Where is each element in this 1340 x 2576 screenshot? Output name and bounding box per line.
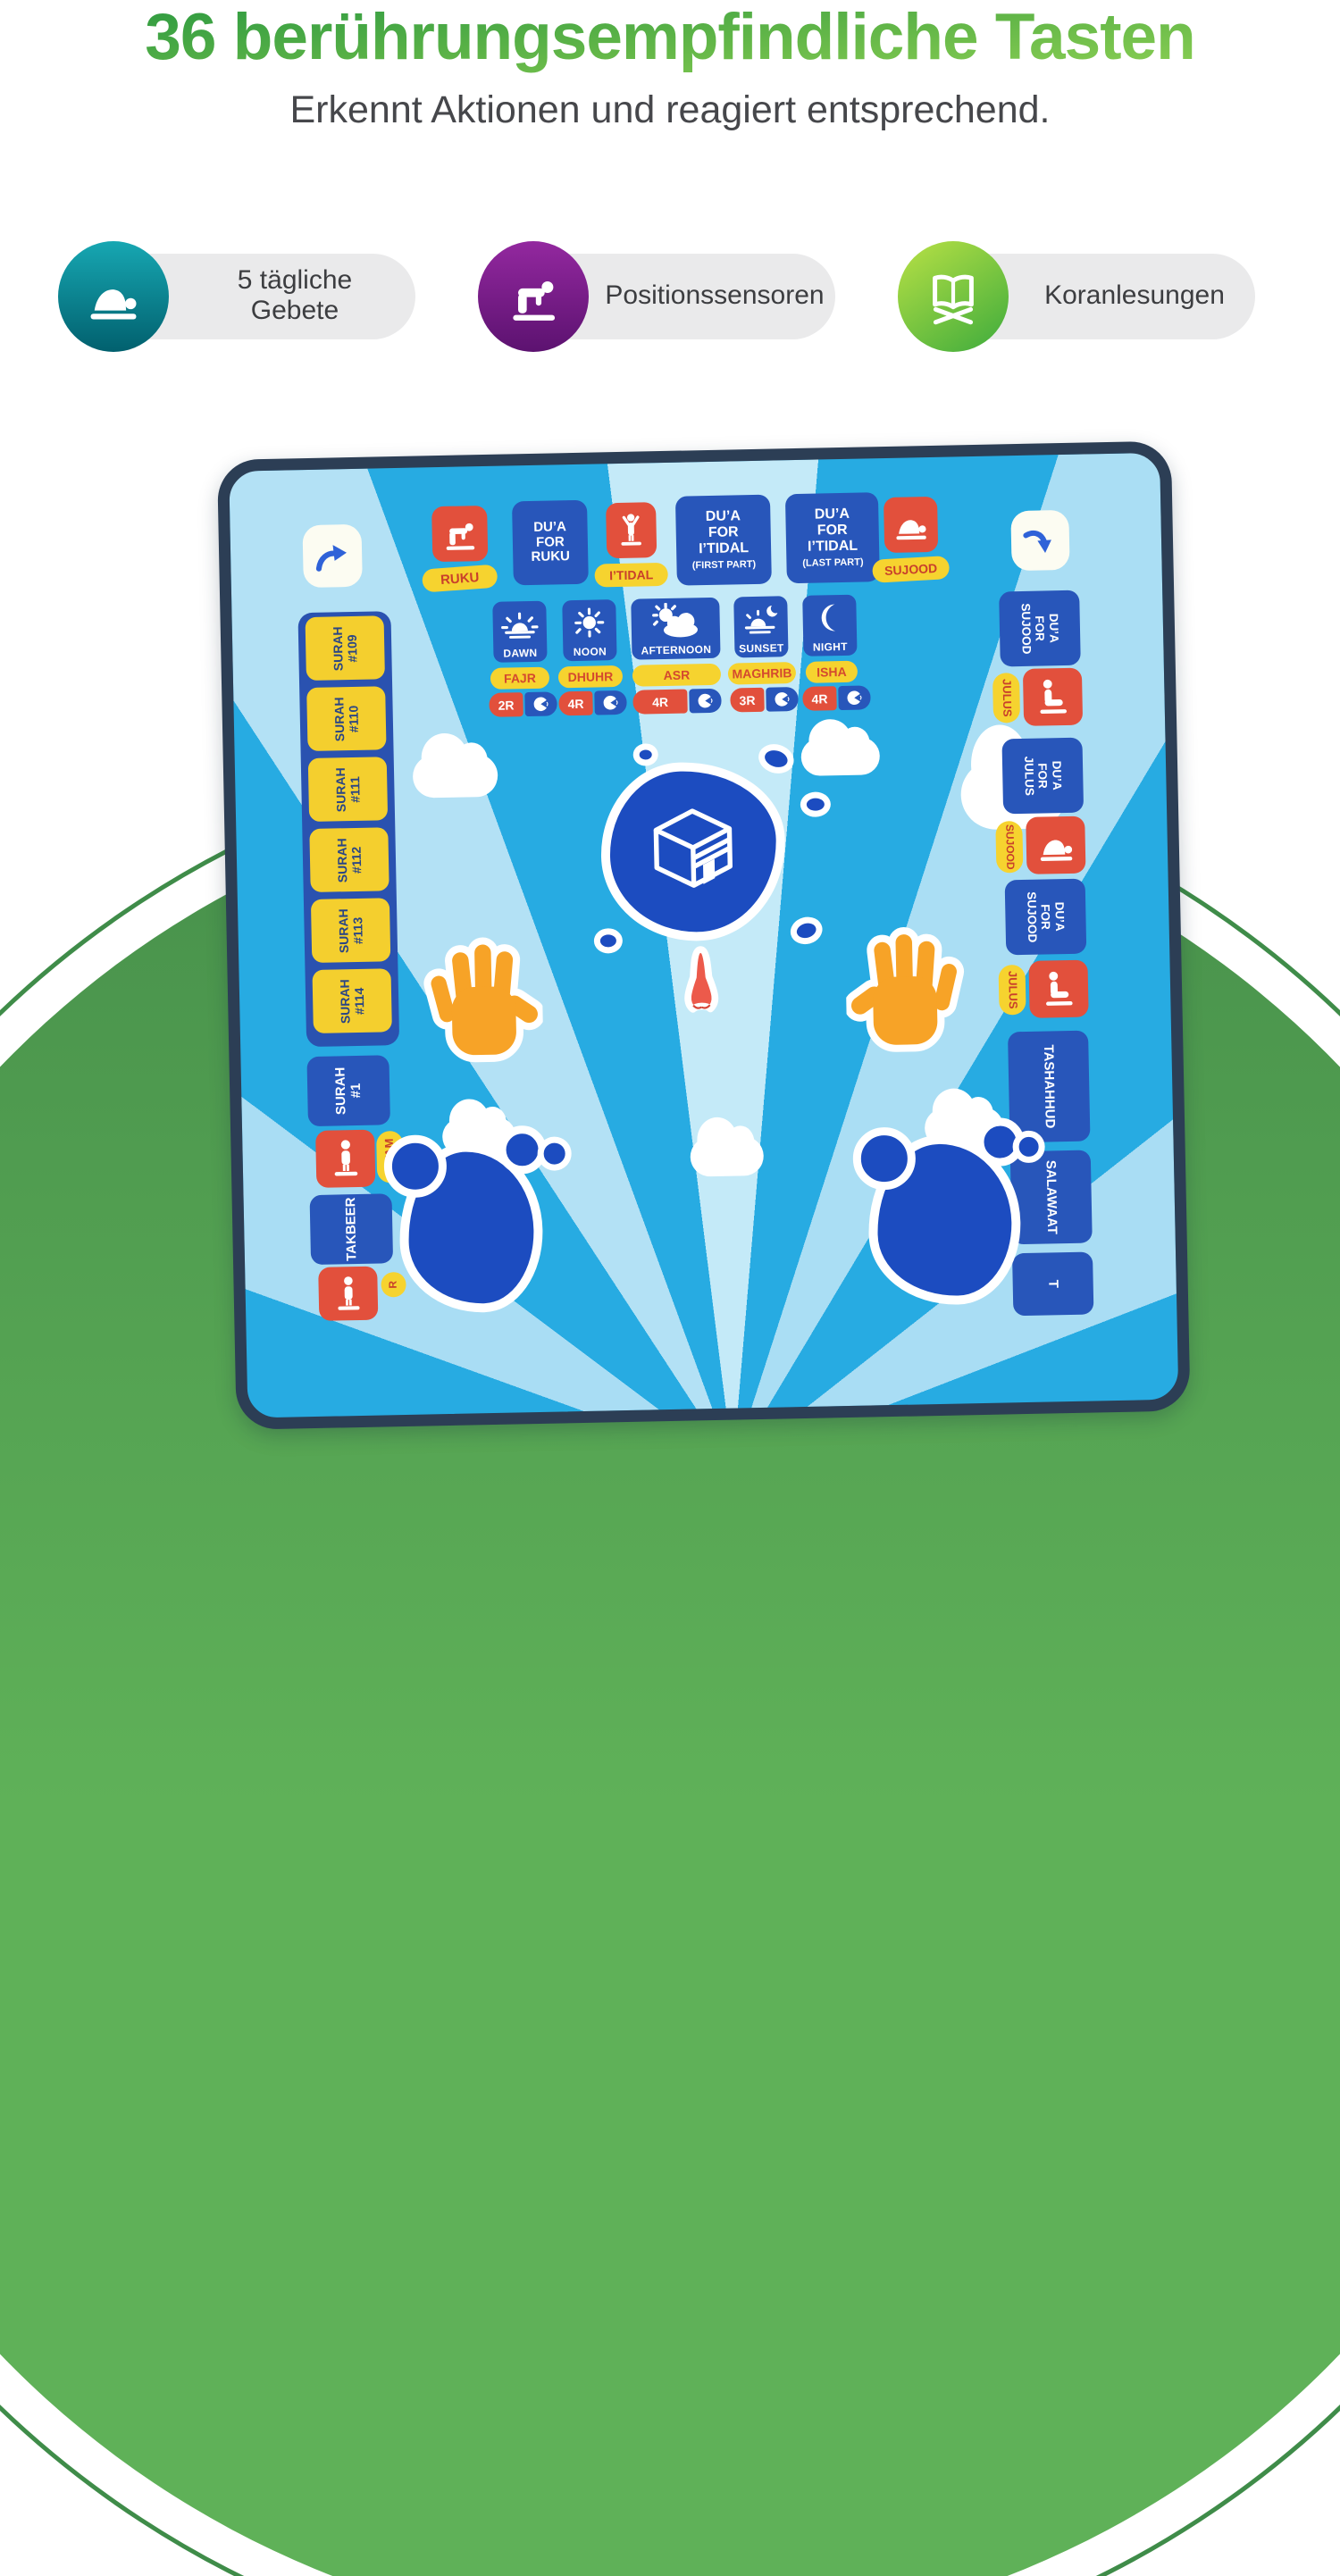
rakat-pill-fajr: 2R xyxy=(489,691,557,717)
cloud xyxy=(690,1135,765,1177)
curved-arrow-down-icon xyxy=(1019,521,1062,560)
afternoon-icon xyxy=(631,598,720,645)
itidal-icon xyxy=(612,509,649,551)
julus-label-1: JULUS xyxy=(992,673,1021,723)
sujood-icon xyxy=(58,241,169,352)
speaker-icon xyxy=(766,687,799,712)
prayer-mat: RUKU DU’A FOR RUKU I’TIDAL DU’A FOR I’TIDAL … xyxy=(217,440,1191,1430)
takbeer-button: TAKBEER xyxy=(309,1193,394,1266)
dua-for-ruku-button: DU’A FOR RUKU xyxy=(511,499,589,586)
kaaba-icon xyxy=(644,802,742,900)
surah-113-button: SURAH #113 xyxy=(310,898,391,963)
partial-red-button xyxy=(318,1266,379,1321)
splash-dot xyxy=(593,928,624,954)
splash-dot xyxy=(800,791,832,817)
cloud xyxy=(800,737,881,776)
qiyam-icon xyxy=(323,1137,368,1180)
dua-for-julus-button: DU’A FOR JULUS xyxy=(1001,737,1085,815)
hand-icon-left xyxy=(406,905,544,1074)
sujood-side-label: SUJOOD xyxy=(995,820,1024,874)
surah-109-button: SURAH #109 xyxy=(305,615,385,682)
ruku-icon xyxy=(439,513,481,555)
qiyam-button xyxy=(315,1129,376,1188)
splash-dot xyxy=(787,913,826,949)
dua-for-itidal-first-button: DU’A FOR I’TIDAL (FIRST PART) xyxy=(674,494,772,586)
kaaba-splash xyxy=(599,760,787,943)
prayer-tile-noon: NOON xyxy=(562,599,617,662)
dua-for-itidal-last-button: DU’A FOR I’TIDAL (LAST PART) xyxy=(784,492,880,584)
prayer-name-asr: ASR xyxy=(632,663,722,687)
rakat-pill-isha: 4R xyxy=(802,685,871,711)
surah-1-button: SURAH #1 xyxy=(306,1055,390,1127)
feature-pill-quran-recitations: Koranlesungen xyxy=(898,241,1255,352)
sujood-icon xyxy=(1034,824,1078,866)
rakat-pill-maghrib: 3R xyxy=(730,687,799,713)
julus-label-2: JULUS xyxy=(998,964,1026,1016)
surah-110-button: SURAH #110 xyxy=(306,686,387,752)
quran-book-icon xyxy=(898,241,1009,352)
night-icon xyxy=(802,595,857,641)
prayer-tile-sunset: SUNSET xyxy=(733,596,789,658)
bowing-position-icon xyxy=(478,241,589,352)
speaker-icon xyxy=(838,685,871,711)
ruku-label: RUKU xyxy=(421,564,498,593)
page-title: 36 berührungsempfindliche Tasten xyxy=(0,0,1340,74)
splash-dot xyxy=(537,1136,573,1171)
cloud xyxy=(412,753,498,799)
surah-114-button: SURAH #114 xyxy=(312,968,392,1033)
julus-icon xyxy=(1031,675,1076,718)
surah-111-button: SURAH #111 xyxy=(307,757,389,823)
speaker-icon xyxy=(689,688,722,714)
ruku-button xyxy=(431,505,489,563)
nose-icon xyxy=(669,943,733,1023)
dua-for-sujood-button-1: DU’A FOR SUJOOD xyxy=(999,590,1081,667)
dawn-icon xyxy=(492,601,547,648)
sujood-icon xyxy=(891,504,931,546)
salawaat-button: SALAWAAT xyxy=(1009,1150,1093,1245)
itidal-label: I’TIDAL xyxy=(594,562,668,588)
speaker-icon xyxy=(524,691,557,717)
person-icon xyxy=(326,1274,371,1314)
splash-dot xyxy=(632,743,658,766)
partial-label: R xyxy=(381,1271,406,1298)
sunset-icon xyxy=(733,596,788,642)
speaker-icon xyxy=(594,690,627,715)
tashahhud-button: TASHAHHUD xyxy=(1008,1030,1091,1143)
prayer-name-fajr: FAJR xyxy=(490,666,550,690)
hand-icon-right xyxy=(844,894,982,1063)
surah-112-button: SURAH #112 xyxy=(309,827,389,892)
feature-pill-position-sensors: Positionssensoren xyxy=(478,241,835,352)
itidal-button xyxy=(606,502,657,559)
feature-label: Positionssensoren xyxy=(605,280,825,310)
sujood-side-button xyxy=(1026,815,1086,874)
mat-corner-button-left xyxy=(302,523,363,589)
prayer-tile-dawn: DAWN xyxy=(492,600,548,663)
feature-label: Koranlesungen xyxy=(1044,280,1225,310)
julus-button-1 xyxy=(1022,667,1084,726)
product-image: { "header": { "title": "36 berührungsemp… xyxy=(0,0,1340,1288)
curved-arrow-right-icon xyxy=(311,536,354,577)
prayer-name-maghrib: MAGHRIB xyxy=(727,662,797,685)
julus-icon xyxy=(1036,967,1081,1010)
prayer-name-dhuhr: DHUHR xyxy=(557,665,624,689)
dua-for-sujood-button-2: DU’A FOR SUJOOD xyxy=(1004,878,1087,956)
splash-dot xyxy=(755,740,798,778)
noon-icon xyxy=(562,599,616,646)
prayer-tile-afternoon: AFTERNOON xyxy=(631,597,721,660)
mat-corner-button-right xyxy=(1010,509,1070,572)
feature-pill-daily-prayers: 5 tägliche Gebete xyxy=(58,241,415,352)
julus-button-2 xyxy=(1028,959,1089,1018)
rakat-pill-asr: 4R xyxy=(632,688,722,715)
prayer-tile-night: NIGHT xyxy=(802,594,858,657)
sujood-button xyxy=(883,496,939,554)
knee-splash-left xyxy=(398,1141,545,1315)
knee-splash-right xyxy=(867,1133,1023,1307)
page-subtitle: Erkennt Aktionen und reagiert entspreche… xyxy=(289,88,1051,131)
prayer-name-isha: ISHA xyxy=(805,660,858,683)
rakat-pill-dhuhr: 4R xyxy=(558,690,627,716)
feature-label: 5 tägliche Gebete xyxy=(237,264,353,326)
partial-blue-button: T xyxy=(1012,1251,1094,1317)
sujood-label: SUJOOD xyxy=(871,556,951,583)
